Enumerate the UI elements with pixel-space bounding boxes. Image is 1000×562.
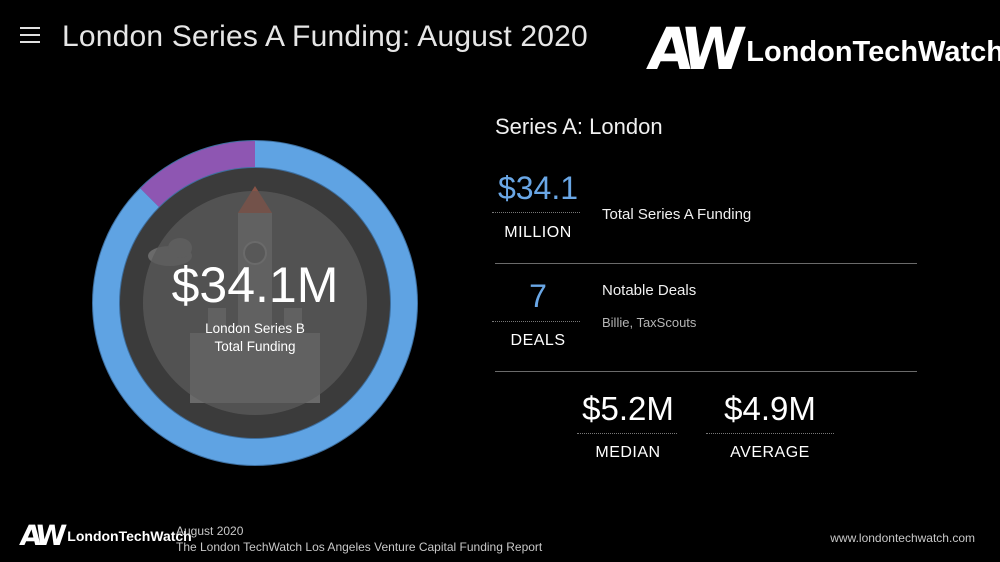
report-date: August 2020 bbox=[176, 524, 244, 538]
footer-logo[interactable]: AW LondonTechWatch bbox=[18, 519, 192, 552]
median-unit: MEDIAN bbox=[595, 444, 661, 461]
menu-icon[interactable] bbox=[20, 27, 40, 47]
website-link[interactable]: www.londontechwatch.com bbox=[830, 531, 975, 545]
donut-slice-2 bbox=[140, 141, 255, 207]
brand-logo[interactable]: AW LondonTechWatch bbox=[644, 15, 1000, 83]
panel-heading: Series A: London bbox=[495, 114, 663, 139]
median-value: $5.2M bbox=[582, 390, 674, 427]
section-divider bbox=[495, 371, 917, 372]
clock-tower-illustration bbox=[190, 186, 320, 403]
funding-donut-chart bbox=[92, 140, 418, 466]
logo-text: LondonTechWatch bbox=[746, 36, 1000, 68]
divider bbox=[492, 212, 580, 213]
deals-detail: Billie, TaxScouts bbox=[602, 315, 697, 330]
logo-mark: AW bbox=[644, 15, 740, 83]
total-unit: MILLION bbox=[504, 224, 572, 241]
footer-logo-text: LondonTechWatch bbox=[67, 528, 192, 544]
divider bbox=[577, 433, 677, 434]
total-label: Total Series A Funding bbox=[602, 206, 752, 223]
deals-unit: DEALS bbox=[510, 332, 566, 349]
page-title: London Series A Funding: August 2020 bbox=[62, 20, 588, 53]
divider bbox=[492, 321, 580, 322]
section-divider bbox=[495, 263, 917, 264]
footer-logo-mark: AW bbox=[18, 519, 64, 552]
report-title: The London TechWatch Los Angeles Venture… bbox=[176, 540, 543, 554]
average-unit: AVERAGE bbox=[730, 444, 810, 461]
deals-value: 7 bbox=[529, 278, 547, 314]
deals-label: Notable Deals bbox=[602, 282, 697, 299]
cloud-illustration bbox=[148, 238, 192, 266]
divider bbox=[706, 433, 834, 434]
average-value: $4.9M bbox=[724, 390, 816, 427]
total-value: $34.1 bbox=[497, 170, 579, 206]
